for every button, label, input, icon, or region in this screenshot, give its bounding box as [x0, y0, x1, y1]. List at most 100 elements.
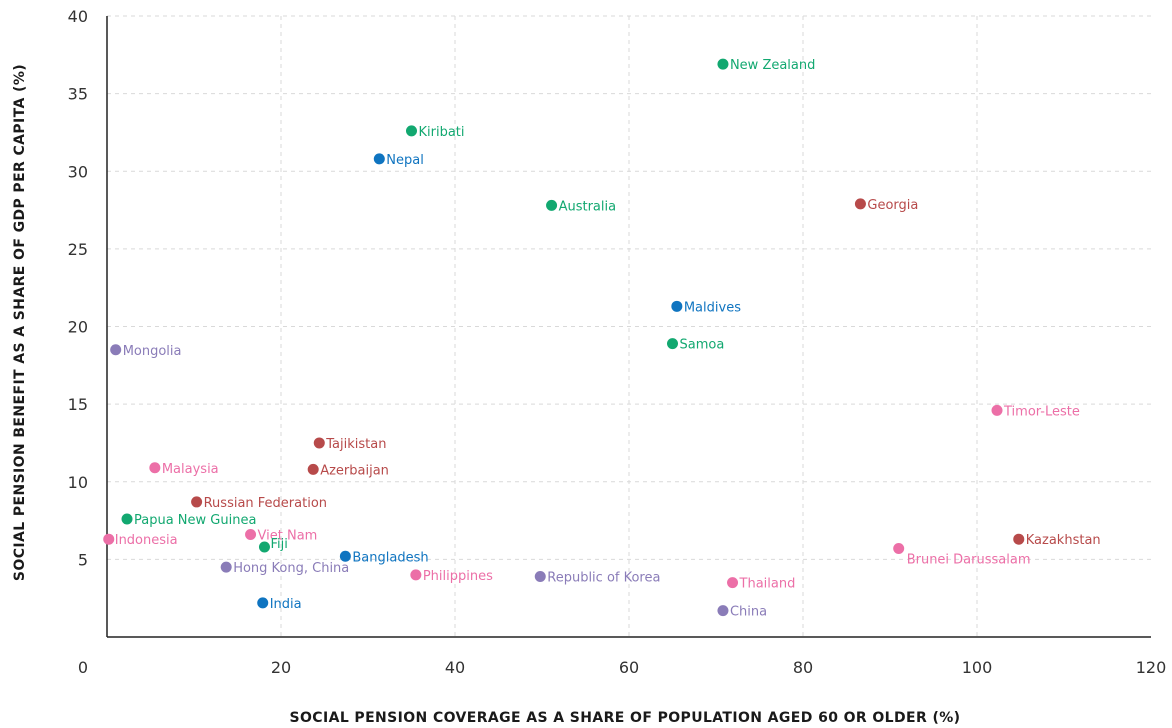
point-label: Republic of Korea: [547, 570, 660, 585]
data-point: Georgia: [854, 198, 918, 213]
point-marker: [717, 58, 729, 70]
point-marker: [220, 561, 232, 573]
point-marker: [258, 541, 270, 553]
point-label: Philippines: [423, 569, 493, 584]
point-label: India: [270, 597, 302, 612]
data-point: Samoa: [667, 338, 724, 353]
point-marker: [307, 463, 319, 475]
point-label: Kazakhstan: [1026, 533, 1101, 548]
point-marker: [727, 577, 739, 589]
y-tick-label: 15: [68, 395, 88, 414]
data-point: Viet Nam: [245, 529, 317, 544]
point-label: Maldives: [684, 300, 741, 315]
x-tick-label: 40: [445, 658, 465, 677]
y-tick-label: 5: [78, 550, 88, 569]
x-tick-label: 80: [793, 658, 813, 677]
point-label: Samoa: [680, 338, 725, 353]
tick-labels: 20 40 60 80 100 120 5 10 15 20 25 30 35 40: [68, 7, 1167, 677]
data-point: India: [257, 597, 302, 612]
y-tick-label: 30: [68, 162, 88, 181]
point-marker: [191, 496, 203, 508]
point-label: Brunei Darussalam: [907, 553, 1031, 568]
point-label: Fiji: [270, 537, 287, 552]
point-marker: [103, 533, 115, 545]
x-tick-label: 60: [619, 658, 639, 677]
y-axis-title: SOCIAL PENSION BENEFIT AS A SHARE OF GDP…: [12, 64, 28, 581]
data-point: Republic of Korea: [534, 570, 660, 585]
point-label: New Zealand: [730, 58, 815, 73]
y-tick-label: 10: [68, 473, 88, 492]
data-point: Philippines: [410, 569, 493, 584]
point-label: Hong Kong, China: [233, 561, 349, 576]
data-point: Azerbaijan: [307, 463, 389, 478]
x-tick-label: 100: [962, 658, 993, 677]
x-axis-title: SOCIAL PENSION COVERAGE AS A SHARE OF PO…: [290, 710, 961, 726]
point-label: Papua New Guinea: [134, 513, 256, 528]
data-point: Maldives: [671, 300, 741, 315]
data-point: Tajikistan: [313, 437, 386, 452]
point-label: Georgia: [867, 198, 918, 213]
point-label: Timor-Leste: [1003, 404, 1080, 419]
point-marker: [893, 543, 905, 555]
point-label: China: [730, 605, 767, 620]
data-point: Hong Kong, China: [220, 561, 349, 576]
data-point: Kazakhstan: [1013, 533, 1101, 548]
data-point: Thailand: [727, 577, 795, 592]
data-point: Mongolia: [110, 344, 182, 359]
y-tick-label: 40: [68, 7, 88, 26]
point-marker: [149, 462, 161, 474]
data-point: China: [717, 605, 767, 620]
point-label: Kiribati: [419, 125, 465, 140]
x-tick-label: 120: [1136, 658, 1167, 677]
data-point: Fiji: [258, 537, 288, 553]
grid: [107, 15, 1151, 637]
data-point: Russian Federation: [191, 496, 327, 511]
point-label: Bangladesh: [352, 550, 428, 565]
point-marker: [110, 344, 122, 356]
point-label: Tajikistan: [325, 437, 386, 452]
data-point: Indonesia: [103, 533, 178, 548]
y-tick-label: 35: [68, 85, 88, 104]
x-tick-label: 20: [271, 658, 291, 677]
data-point: Australia: [546, 199, 616, 214]
data-point: Timor-Leste: [991, 404, 1080, 419]
origin-tick-label: 0: [78, 658, 88, 677]
point-marker: [121, 513, 133, 525]
point-marker: [667, 338, 678, 350]
point-label: Indonesia: [115, 533, 178, 548]
axes: [106, 16, 1151, 638]
data-point: New Zealand: [717, 58, 815, 73]
point-marker: [546, 199, 558, 211]
data-point: Nepal: [373, 153, 424, 168]
point-label: Thailand: [739, 577, 796, 592]
point-marker: [1013, 533, 1025, 545]
point-label: Russian Federation: [204, 496, 327, 511]
data-point: Bangladesh: [339, 550, 429, 565]
point-marker: [406, 125, 417, 137]
point-label: Malaysia: [162, 462, 219, 477]
data-point: Papua New Guinea: [121, 513, 256, 528]
point-marker: [991, 404, 1003, 416]
point-marker: [245, 529, 257, 541]
y-tick-label: 20: [68, 318, 88, 337]
data-point: Kiribati: [406, 125, 465, 140]
point-label: Viet Nam: [258, 529, 318, 544]
point-marker: [373, 153, 385, 165]
point-marker: [257, 597, 269, 609]
point-label: Mongolia: [123, 344, 182, 359]
data-point: Brunei Darussalam: [893, 543, 1031, 568]
point-marker: [339, 550, 351, 562]
point-marker: [410, 569, 422, 581]
point-marker: [854, 198, 866, 210]
point-marker: [534, 570, 546, 582]
point-label: Azerbaijan: [320, 463, 389, 478]
point-marker: [717, 605, 729, 617]
data-points: New Zealand Kiribati Nepal Australia Georgia…: [103, 58, 1101, 620]
point-marker: [313, 437, 325, 449]
data-point: Malaysia: [149, 462, 219, 477]
point-label: Nepal: [386, 153, 424, 168]
point-label: Australia: [559, 199, 617, 214]
y-tick-label: 25: [68, 240, 88, 259]
point-marker: [671, 300, 683, 312]
